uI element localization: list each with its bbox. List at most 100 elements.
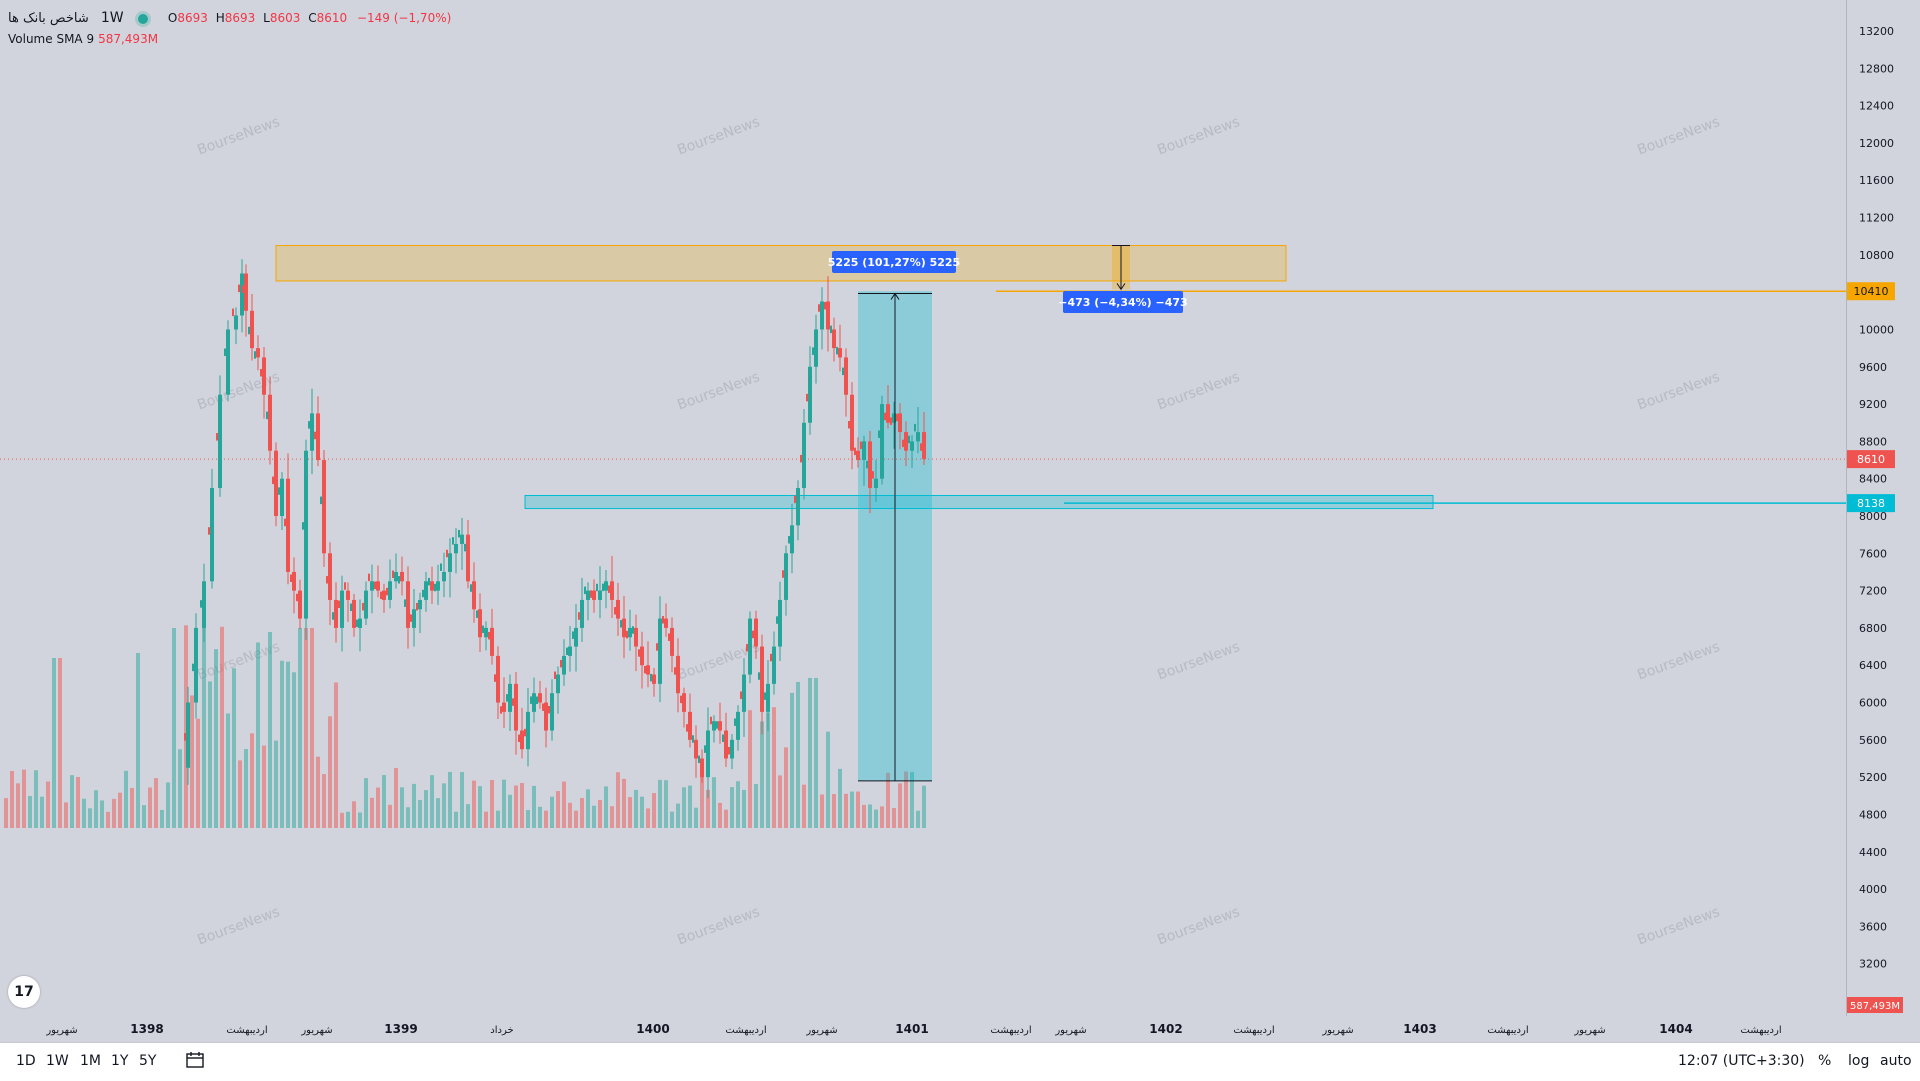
candle-body — [766, 683, 770, 712]
volume-bar — [22, 769, 26, 828]
price-scale[interactable]: 1320012800124001200011600112001080010400… — [1847, 0, 1920, 1016]
time-year-label: 1401 — [895, 1022, 928, 1036]
volume-bar — [232, 668, 236, 828]
time-month-label: اردیبهشت — [1487, 1025, 1528, 1036]
candlestick-chart[interactable]: BourseNews BourseNews BourseNews BourseNews… — [0, 0, 1846, 1016]
candle-body — [658, 618, 662, 684]
volume-bar — [772, 707, 776, 828]
volume-bar — [568, 802, 572, 828]
volume-bar — [526, 809, 530, 828]
candle-body — [404, 599, 406, 607]
volume-bar — [160, 809, 164, 828]
candle-body — [574, 627, 578, 647]
interval-label[interactable]: 1W — [100, 10, 124, 26]
time-month-label: شهریور — [1573, 1025, 1605, 1036]
rise-measure-badge[interactable]: 5225 (101,27%) 5225 — [828, 251, 960, 273]
volume-bar — [502, 779, 506, 828]
candle-body — [248, 326, 250, 335]
candle-body — [502, 702, 506, 712]
candle-body — [740, 691, 742, 699]
price-tick-label: 11200 — [1859, 212, 1894, 225]
candle-body — [434, 583, 436, 592]
candle-body — [914, 423, 916, 432]
volume-bar — [40, 796, 44, 828]
candle-body — [554, 671, 556, 679]
volume-bar — [268, 631, 272, 828]
auto-toggle[interactable]: auto — [1880, 1053, 1912, 1069]
volume-bar — [274, 740, 278, 828]
volume-bar — [244, 749, 248, 828]
tradingview-logo-icon[interactable]: 17 — [8, 976, 40, 1008]
candle-body — [848, 420, 850, 429]
timezone-clock[interactable]: 12:07 (UTC+3:30) — [1678, 1053, 1805, 1069]
candle-body — [440, 563, 442, 571]
volume-bar — [826, 731, 830, 828]
range-1d-button[interactable]: 1D — [16, 1053, 36, 1069]
volume-bar — [892, 808, 896, 828]
candle-body — [472, 581, 476, 610]
time-year-label: 1403 — [1403, 1022, 1436, 1036]
volume-legend[interactable]: Volume SMA 9 587,493M — [8, 32, 159, 46]
candle-body — [664, 618, 668, 628]
range-5y-button[interactable]: 5Y — [139, 1053, 157, 1069]
candle-body — [240, 273, 244, 316]
goto-date-icon[interactable] — [186, 1051, 204, 1073]
time-year-label: 1400 — [636, 1022, 669, 1036]
candle-body — [566, 647, 568, 656]
volume-bar — [838, 768, 842, 828]
volume-bar — [466, 804, 470, 828]
fall-measure-badge[interactable]: −473 (−4,34%) −473 — [1058, 291, 1188, 313]
support-zone[interactable] — [524, 494, 1434, 510]
time-month-label: اردیبهشت — [990, 1025, 1031, 1036]
candle-body — [520, 730, 524, 750]
candle-body — [866, 460, 868, 469]
candle-body — [430, 581, 434, 591]
resistance-zone[interactable] — [275, 245, 1287, 282]
candle-body — [254, 351, 256, 359]
volume-bar — [586, 789, 590, 828]
time-scale[interactable]: شهریور 1398 اردیبهشت شهریور 1399 خرداد 1400 ارد… — [0, 1016, 1846, 1042]
time-axis[interactable]: شهریور 1398 اردیبهشت شهریور 1399 خرداد 1400 ارد… — [0, 1016, 1846, 1042]
volume-bar — [28, 796, 32, 828]
volume-bar — [94, 790, 98, 828]
volume-bar — [430, 775, 434, 828]
candle-body — [314, 431, 316, 440]
candle-body — [310, 413, 314, 451]
candle-body — [494, 674, 496, 682]
time-month-label: اردیبهشت — [226, 1025, 267, 1036]
candle-body — [626, 630, 628, 639]
time-month-label: شهریور — [1321, 1025, 1353, 1036]
candle-body — [706, 730, 710, 778]
price-tick-label: 9600 — [1859, 361, 1887, 374]
volume-bar — [292, 672, 296, 828]
volume-bar — [346, 811, 350, 828]
volume-bar — [604, 786, 608, 828]
price-tick-label: 8000 — [1859, 510, 1887, 523]
time-month-label: شهریور — [805, 1025, 837, 1036]
price-axis[interactable]: 1320012800124001200011600112001080010400… — [1846, 0, 1920, 1016]
price-tick-label: 8800 — [1859, 435, 1887, 448]
candle-body — [692, 735, 694, 743]
volume-bar — [106, 811, 110, 828]
range-1y-button[interactable]: 1Y — [111, 1053, 129, 1069]
candle-body — [526, 711, 530, 750]
candle-body — [326, 576, 328, 584]
candle-body — [538, 693, 542, 703]
support-price-badge-bg — [1847, 494, 1895, 513]
volume-bar — [664, 780, 668, 828]
volume-bar — [316, 756, 320, 828]
candle-body — [856, 450, 860, 461]
market-status-icon[interactable] — [137, 13, 148, 24]
log-toggle[interactable]: log — [1848, 1053, 1870, 1069]
resistance-price-badge-bg — [1847, 282, 1895, 301]
volume-bar — [136, 653, 140, 828]
candle-body — [656, 643, 658, 651]
symbol-name[interactable]: شاخص بانک ها — [8, 11, 89, 26]
range-1w-button[interactable]: 1W — [46, 1053, 69, 1069]
candle-body — [238, 284, 240, 293]
volume-bar — [598, 799, 602, 828]
chart-pane[interactable]: BourseNews BourseNews BourseNews BourseNews… — [0, 0, 1846, 1016]
percent-toggle[interactable]: % — [1818, 1053, 1832, 1069]
watermark-text: BourseNews — [675, 904, 762, 949]
range-1m-button[interactable]: 1M — [80, 1053, 101, 1069]
